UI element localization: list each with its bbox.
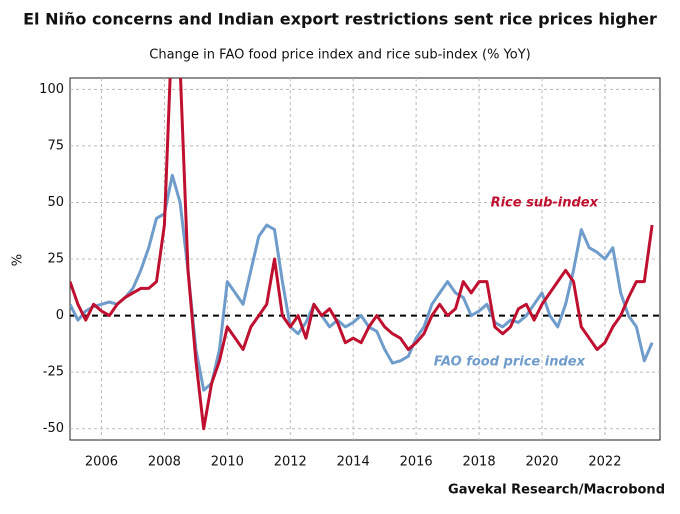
x-tick-label: 2016: [400, 455, 433, 470]
x-tick-label: 2008: [148, 455, 181, 470]
y-tick-label: 75: [47, 138, 64, 153]
x-tick-label: 2006: [85, 455, 118, 470]
y-tick-label: -50: [43, 421, 64, 436]
y-axis-label: %: [11, 254, 26, 266]
chart-title: El Niño concerns and Indian export restr…: [23, 10, 657, 29]
y-tick-label: 50: [47, 195, 64, 210]
y-tick-label: -25: [43, 365, 64, 380]
series-line: [70, 78, 654, 431]
x-tick-label: 2010: [211, 455, 244, 470]
x-tick-label: 2022: [588, 455, 621, 470]
chart-subtitle: Change in FAO food price index and rice …: [149, 48, 530, 63]
y-tick-label: 100: [39, 82, 64, 97]
series-line: [70, 173, 654, 392]
x-tick-label: 2014: [337, 455, 370, 470]
series-label: Rice sub-index: [491, 196, 599, 211]
y-tick-label: 0: [56, 308, 64, 323]
y-tick-label: 25: [47, 252, 64, 267]
source: Gavekal Research/Macrobond: [448, 483, 665, 498]
series-label: FAO food price index: [434, 355, 586, 370]
x-tick-label: 2018: [463, 455, 496, 470]
x-tick-label: 2012: [274, 455, 307, 470]
x-tick-label: 2020: [525, 455, 558, 470]
